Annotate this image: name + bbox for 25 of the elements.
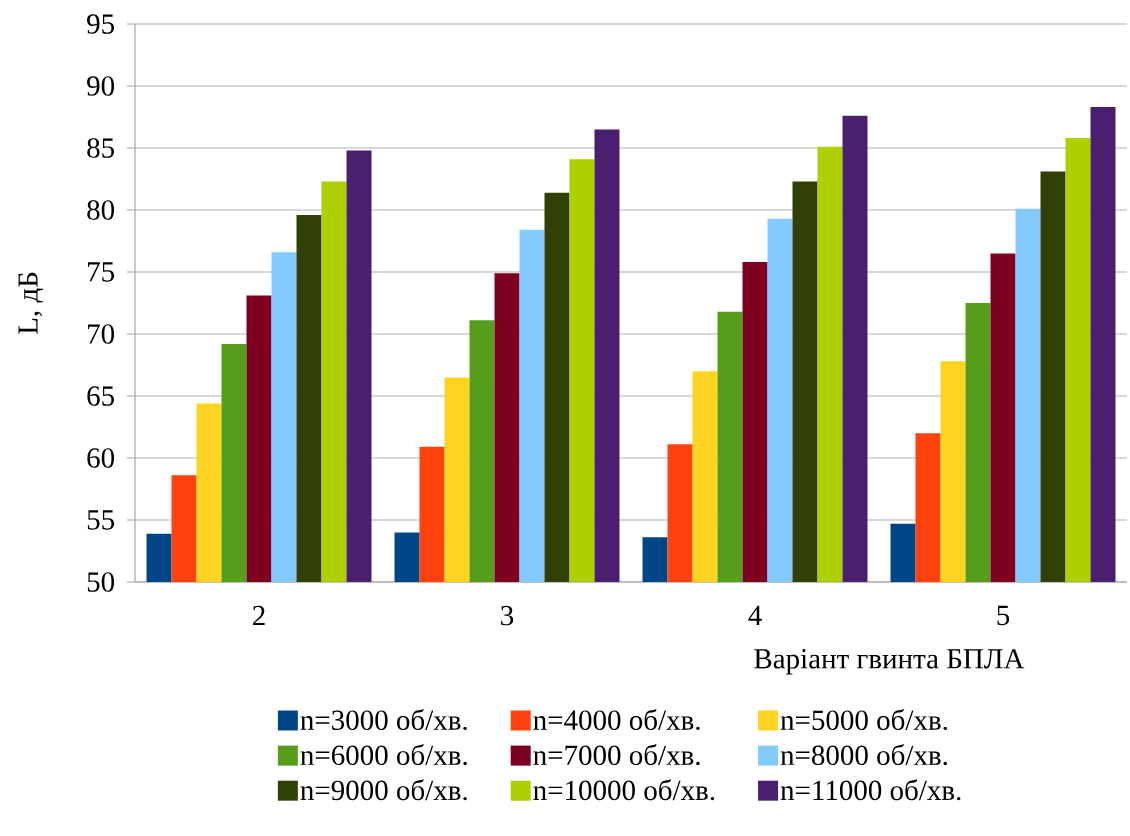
- x-tick-label: 2: [253, 605, 265, 626]
- x-tick-label: 3: [501, 605, 514, 626]
- y-tick-label: 80: [87, 200, 115, 220]
- legend-label: n=8000 об/хв.: [780, 744, 947, 766]
- legend-label: n=9000 об/хв.: [300, 779, 467, 801]
- y-tick-label: 75: [88, 262, 115, 282]
- y-tick-label: 85: [87, 138, 115, 158]
- y-tick-label: 65: [87, 386, 115, 406]
- x-tick-label: 5: [997, 605, 1010, 626]
- y-tick-label: 55: [87, 510, 115, 530]
- legend-label: n=4000 об/хв.: [533, 708, 700, 731]
- y-tick-label: 60: [87, 448, 115, 468]
- y-tick-label: 90: [87, 76, 115, 96]
- x-tick-label: 4: [748, 605, 762, 625]
- y-tick-label: 50: [87, 572, 115, 592]
- y-tick-label: 70: [88, 324, 115, 344]
- legend-label: n=3000 об/хв.: [300, 708, 467, 731]
- y-axis-title: L, дБ: [18, 272, 44, 334]
- x-axis-title: Варіант гвинта БПЛА: [754, 649, 1025, 675]
- legend-label: n=11000 об/хв.: [780, 779, 961, 801]
- legend-label: n=5000 об/хв.: [780, 708, 947, 731]
- y-tick-label: 95: [87, 14, 115, 34]
- legend-label: n=6000 об/хв.: [300, 744, 467, 766]
- legend-label: n=7000 об/хв.: [533, 744, 700, 766]
- legend-label: n=10000 об/хв.: [533, 779, 715, 801]
